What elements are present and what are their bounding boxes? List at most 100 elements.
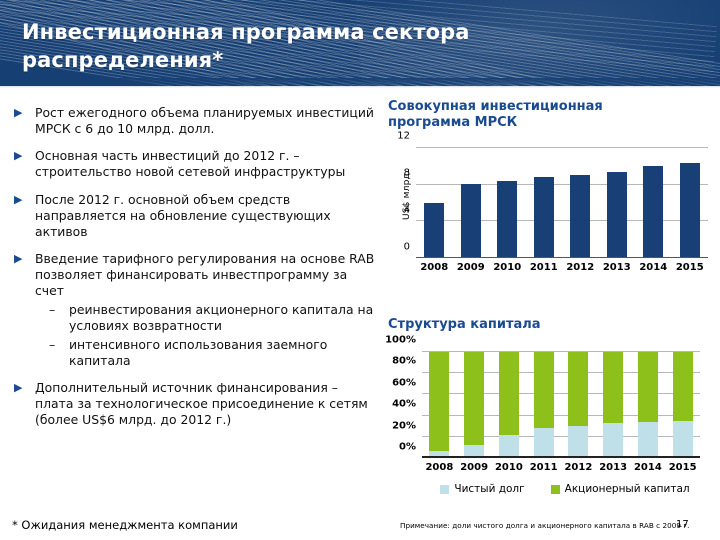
chart2-x-tick-label: 2010 <box>494 462 523 473</box>
chart1-bar <box>679 163 700 257</box>
bar-chart-investment-program: US$ млрд. 0 4 8 12 2008 2009 2010 2011 2012 2013… <box>378 131 708 288</box>
chart1-y-tick: 8 <box>403 167 410 179</box>
chart1-x-tick-label: 2009 <box>456 262 485 273</box>
chart2-gridline: 40% <box>392 399 700 416</box>
chart2-legend-label: Акционерный капитал <box>564 483 690 495</box>
chart2-bar-slot <box>596 352 631 456</box>
list-item-text: Дополнительный источник финансирования –… <box>35 379 368 427</box>
chart2-segment-equity <box>498 352 519 436</box>
chart1-x-tick-label: 2010 <box>493 262 522 273</box>
chart2-legend-label: Чистый долг <box>454 483 525 495</box>
chart1-bar-slot <box>453 148 490 257</box>
legend-swatch-icon <box>550 484 560 494</box>
chart1-x-axis <box>416 257 708 258</box>
chart2-stack <box>533 352 554 456</box>
chart2-x-axis <box>422 456 700 458</box>
chart2-bar-slot <box>492 352 527 456</box>
list-item-text: Рост ежегодного объема планируемых инвес… <box>35 105 374 137</box>
chart2-x-tick-label: 2011 <box>529 462 558 473</box>
chart1-x-tick-labels: 2008 2009 2010 2011 2012 2013 2014 2015 <box>416 262 708 273</box>
chart2-y-tick: 0% <box>399 441 416 453</box>
chart2-x-tick-labels: 2008 2009 2010 2011 2012 2013 2014 2015 <box>422 462 700 473</box>
footnote-right: Примечание: доли чистого долга и акционе… <box>400 521 690 530</box>
list-item: ▶ После 2012 г. основной объем средств н… <box>14 192 380 240</box>
chart1-x-tick-label: 2012 <box>566 262 595 273</box>
header-banner: Инвестиционная программа сектора распред… <box>0 0 720 86</box>
chart2-stack <box>637 352 658 456</box>
list-item-text: После 2012 г. основной объем средств нап… <box>35 191 331 239</box>
triangle-bullet-icon: ▶ <box>14 106 23 119</box>
chart2-bar-slot <box>665 352 700 456</box>
chart1-y-tick: 4 <box>403 204 410 216</box>
chart2-segment-debt <box>533 428 554 456</box>
triangle-bullet-icon: ▶ <box>14 192 23 206</box>
sub-list: – реинвестирования акционерного капитала… <box>35 302 380 369</box>
chart2-segment-debt <box>637 422 658 456</box>
legend-swatch-icon <box>440 484 450 494</box>
chart1-bar <box>606 171 627 257</box>
chart2-x-tick-label: 2014 <box>633 462 662 473</box>
chart1-bar <box>460 183 481 257</box>
chart1-bar-slot <box>416 148 453 257</box>
chart2-segment-debt <box>498 435 519 456</box>
chart1-gridline: 12 <box>397 131 708 148</box>
sub-list-item: – реинвестирования акционерного капитала… <box>35 302 380 334</box>
chart1-y-tick: 0 <box>403 241 410 253</box>
list-item-text: Введение тарифного регулирования на осно… <box>35 250 375 299</box>
chart1-bar <box>643 166 664 257</box>
chart2-gridline: 0% <box>399 442 700 458</box>
chart2-y-tick: 60% <box>392 377 416 389</box>
chart1-bar <box>570 175 591 257</box>
dash-bullet-icon: – <box>49 336 56 352</box>
chart2-stack <box>498 352 519 456</box>
chart1-gridline: 0 <box>404 242 708 258</box>
list-item: ▶ Рост ежегодного объема планируемых инв… <box>14 105 380 137</box>
chart2-y-tick: 80% <box>392 355 416 367</box>
chart2-segment-debt <box>672 421 693 456</box>
chart2-legend-item: Акционерный капитал <box>550 483 690 495</box>
chart2-segment-equity <box>533 352 554 429</box>
chart1-bar <box>533 177 554 257</box>
chart2-segment-equity <box>464 352 485 446</box>
chart1-x-tick-label: 2015 <box>675 262 704 273</box>
page-number: 17 <box>676 519 689 530</box>
chart2-bar-slot <box>631 352 666 456</box>
chart2-segment-equity <box>603 352 624 424</box>
chart2-stack <box>429 352 450 456</box>
chart2-x-tick-label: 2013 <box>599 462 628 473</box>
chart2-x-tick-label: 2009 <box>460 462 489 473</box>
chart2-gridline: 20% <box>392 420 700 437</box>
chart2-y-tick: 100% <box>385 334 416 346</box>
list-item: ▶ Основная часть инвестиций до 2012 г. –… <box>14 148 380 180</box>
chart2-gridline: 60% <box>392 377 700 395</box>
triangle-bullet-icon: ▶ <box>14 380 23 394</box>
chart1-x-tick-label: 2011 <box>529 262 558 273</box>
list-item-text: Основная часть инвестиций до 2012 г. – с… <box>35 148 346 180</box>
chart2-segment-debt <box>568 425 589 456</box>
chart2-stack <box>568 352 589 456</box>
chart1-y-tick: 12 <box>397 130 410 142</box>
chart2-x-tick-label: 2008 <box>425 462 454 473</box>
sub-list-item-text: реинвестирования акционерного капитала н… <box>69 302 374 334</box>
chart2-x-tick-label: 2015 <box>668 462 697 473</box>
triangle-bullet-icon: ▶ <box>14 149 23 163</box>
chart1-gridline: 4 <box>404 205 708 222</box>
chart1-bars <box>416 148 708 257</box>
chart1-bar <box>497 180 518 257</box>
chart2-legend: Чистый долг Акционерный капитал <box>422 483 708 495</box>
bullet-list: ▶ Рост ежегодного объема планируемых инв… <box>14 105 380 439</box>
chart1-plot-area: 0 4 8 12 <box>397 131 708 258</box>
chart1-bar <box>424 202 445 257</box>
sub-list-item: – интенсивного использования заемного ка… <box>35 337 380 369</box>
chart1-bar-slot <box>562 148 599 257</box>
chart2-segment-equity <box>637 352 658 423</box>
chart2-x-tick-label: 2012 <box>564 462 593 473</box>
chart2-segment-equity <box>429 352 450 451</box>
chart2-segment-equity <box>672 352 693 422</box>
chart-title-capital-structure: Структура капитала <box>388 317 541 332</box>
chart2-stack <box>464 352 485 456</box>
chart2-stack <box>603 352 624 456</box>
chart2-segment-debt <box>464 445 485 456</box>
chart2-bar-slot <box>526 352 561 456</box>
chart2-bar-slot <box>561 352 596 456</box>
